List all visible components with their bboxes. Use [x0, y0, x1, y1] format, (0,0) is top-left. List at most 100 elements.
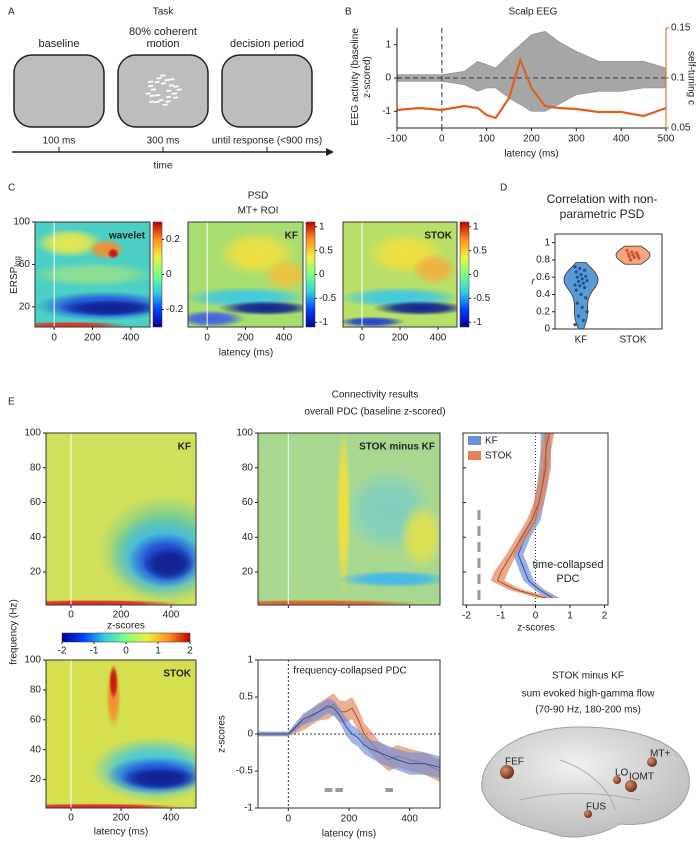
panel-title: Connectivity results	[332, 390, 419, 401]
y-tick-label: 60	[242, 497, 254, 508]
y-tick-label: -1	[244, 803, 253, 814]
frame	[554, 233, 663, 330]
motion-dot	[164, 78, 170, 82]
data-point	[583, 268, 587, 272]
motion-dot	[173, 85, 179, 88]
motion-dot	[150, 88, 157, 91]
heatmap-blob	[46, 803, 181, 808]
map-label: wavelet	[108, 231, 146, 242]
heatmap	[343, 222, 457, 327]
heatmap-blob	[35, 321, 127, 327]
y-tick-label: 0	[385, 73, 391, 84]
data-point	[627, 254, 632, 259]
y-tick-label: 1	[385, 39, 391, 50]
motion-dot	[171, 92, 177, 95]
heatmap-blob	[46, 599, 181, 605]
x-tick-label: 0	[68, 610, 74, 621]
data-point	[575, 301, 580, 305]
y-tick-label: 0.8	[536, 255, 550, 266]
y-tick-label: 0	[544, 324, 550, 335]
data-point	[579, 272, 583, 277]
brain-title: STOK minus KF	[552, 671, 624, 682]
data-point	[637, 256, 641, 260]
data-point	[574, 288, 578, 292]
heatmap-blob	[109, 664, 118, 700]
significance-bar	[324, 788, 333, 792]
panel-letter: C	[8, 183, 15, 194]
colorbar-tick-label: -0.5	[319, 293, 337, 304]
colorbar-tick-label: -0.2	[166, 304, 184, 315]
data-point	[580, 305, 584, 310]
x-tick-label: 0	[533, 611, 539, 622]
data-point	[585, 279, 589, 283]
y-tick-label: 60	[30, 497, 42, 508]
heatmap-blob	[399, 501, 440, 571]
data-point	[581, 281, 586, 285]
timecourse-line	[258, 705, 441, 768]
error-band	[490, 433, 555, 599]
x-axis-label: latency (ms)	[94, 827, 148, 838]
y-tick-label: 0.6	[536, 272, 550, 283]
map-label: STOK minus KF	[359, 442, 435, 453]
x-tick-label: 1	[567, 611, 573, 622]
heatmap-blob	[336, 570, 440, 588]
panel-title: Scalp EEG	[509, 7, 558, 18]
data-point	[578, 284, 582, 288]
x-tick-label: 300	[568, 134, 585, 145]
heatmap	[46, 433, 196, 605]
data-point	[583, 285, 587, 290]
data-point	[574, 270, 578, 274]
heatmap-blob	[121, 766, 196, 791]
x-tick-label: STOK	[619, 335, 646, 346]
y-tick-label: 80	[242, 462, 254, 473]
motion-dot	[160, 74, 166, 77]
data-point	[584, 274, 588, 278]
colorbar-tick-label: 0.5	[473, 245, 487, 256]
data-point	[573, 283, 577, 287]
x-tick-label: 400	[275, 333, 292, 344]
colorbar-tick-label: 0	[319, 269, 325, 280]
y-tick-label: 100	[13, 217, 30, 228]
data-point	[635, 251, 639, 255]
motion-dot	[158, 99, 164, 102]
motion-dot	[153, 100, 160, 104]
colorbar-tick-label: 2	[187, 646, 193, 657]
stage-duration: 100 ms	[43, 136, 76, 147]
colorbar-tick-label: 0.5	[319, 245, 333, 256]
motion-dot	[156, 77, 162, 80]
motion-dot	[168, 84, 174, 87]
x-axis-label: latency (ms)	[322, 829, 376, 840]
data-point	[626, 252, 630, 256]
colorbar-tick-label: -2	[58, 646, 67, 657]
y2-axis-label: self-tuning c	[685, 51, 696, 105]
x-axis-label: latency (ms)	[504, 149, 558, 160]
node-label: MT+	[650, 749, 670, 760]
colorbar-tick-label: -0.5	[473, 293, 491, 304]
x-tick-label: 200	[84, 333, 101, 344]
data-point	[578, 266, 582, 271]
x-tick-label: KF	[575, 335, 588, 346]
colorbar	[152, 221, 163, 328]
y-tick-label: 60	[30, 714, 42, 725]
screen	[221, 54, 313, 128]
legend-label: KF	[485, 436, 498, 447]
y-tick-label: 1	[247, 655, 253, 666]
heatmap-blob	[372, 300, 457, 316]
motion-dot	[160, 82, 167, 85]
brain-node	[500, 765, 514, 779]
colorbar-tick-label: -1	[473, 317, 482, 328]
y-tick-label: 40	[242, 532, 254, 543]
data-point	[573, 265, 577, 269]
y2-tick-label: 0.1	[671, 73, 685, 84]
panel-letter: B	[345, 7, 352, 18]
heatmap	[46, 660, 196, 808]
y-tick-label: 20	[30, 567, 42, 578]
heatmap-blob	[411, 253, 457, 285]
screen	[117, 54, 209, 128]
x-tick-label: -2	[462, 611, 471, 622]
y-axis-label: r	[531, 277, 535, 288]
y-tick-label: 80	[30, 685, 42, 696]
panel-subtitle: MT+ ROI	[238, 206, 279, 217]
eeg-envelope	[396, 31, 667, 112]
heatmap-blob	[87, 238, 125, 260]
